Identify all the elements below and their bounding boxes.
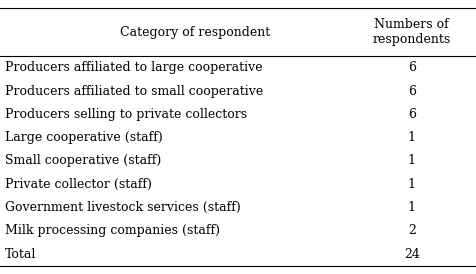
Text: Private collector (staff): Private collector (staff) [5, 178, 152, 191]
Text: Category of respondent: Category of respondent [120, 26, 270, 39]
Text: 1: 1 [408, 201, 416, 214]
Text: 24: 24 [404, 248, 420, 261]
Text: Producers affiliated to large cooperative: Producers affiliated to large cooperativ… [5, 61, 262, 74]
Text: Total: Total [5, 248, 36, 261]
Text: 6: 6 [408, 61, 416, 74]
Text: 1: 1 [408, 131, 416, 144]
Text: 2: 2 [408, 224, 416, 237]
Text: 6: 6 [408, 85, 416, 98]
Text: Government livestock services (staff): Government livestock services (staff) [5, 201, 240, 214]
Text: Producers affiliated to small cooperative: Producers affiliated to small cooperativ… [5, 85, 263, 98]
Text: Producers selling to private collectors: Producers selling to private collectors [5, 108, 247, 121]
Text: Numbers of
respondents: Numbers of respondents [373, 18, 451, 46]
Text: 1: 1 [408, 155, 416, 167]
Text: 1: 1 [408, 178, 416, 191]
Text: Milk processing companies (staff): Milk processing companies (staff) [5, 224, 220, 237]
Text: Small cooperative (staff): Small cooperative (staff) [5, 155, 161, 167]
Text: Large cooperative (staff): Large cooperative (staff) [5, 131, 162, 144]
Text: 6: 6 [408, 108, 416, 121]
